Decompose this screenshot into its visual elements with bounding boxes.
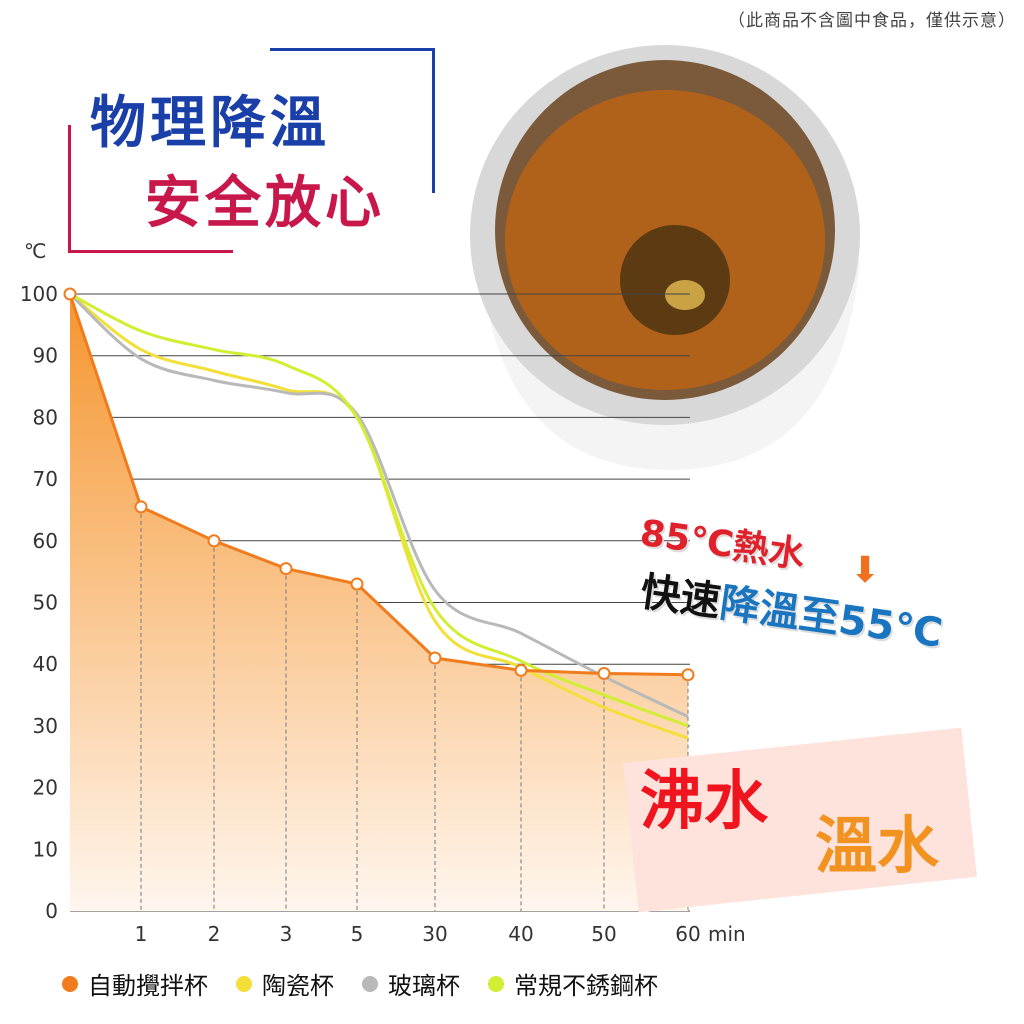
series-line-玻璃杯 xyxy=(68,292,689,718)
data-point-marker xyxy=(350,577,364,591)
legend-item: 陶瓷杯 xyxy=(236,966,334,1001)
y-tick-label: 80 xyxy=(33,405,58,429)
data-point-marker xyxy=(63,287,77,301)
legend: 自動攪拌杯 陶瓷杯 玻璃杯 常規不銹鋼杯 xyxy=(62,966,658,1001)
data-point-marker xyxy=(597,666,611,680)
legend-dot xyxy=(362,975,378,992)
y-tick-label: 90 xyxy=(33,344,58,368)
legend-dot xyxy=(236,975,252,992)
data-point-marker xyxy=(207,534,221,548)
legend-dot xyxy=(488,975,504,992)
legend-item: 玻璃杯 xyxy=(362,966,460,1001)
x-tick-label: 60 xyxy=(675,922,700,946)
vortex xyxy=(620,225,730,335)
y-unit-label: ℃ xyxy=(24,239,46,263)
legend-item: 自動攪拌杯 xyxy=(62,966,208,1001)
headline-line2: 安全放心 xyxy=(145,171,385,236)
legend-dot xyxy=(62,975,78,992)
frame-line xyxy=(270,48,435,51)
x-tick-label: 40 xyxy=(508,922,533,946)
y-tick-label: 10 xyxy=(33,837,58,861)
mug-photo xyxy=(470,45,860,470)
series-area-自動攪拌杯 xyxy=(70,294,688,911)
frame-line xyxy=(432,48,435,193)
x-tick-label: 1 xyxy=(135,922,148,946)
x-tick-label: 5 xyxy=(351,922,364,946)
warm-water-label: 溫水 xyxy=(815,809,940,882)
y-tick-label: 100 xyxy=(20,282,58,306)
legend-label: 自動攪拌杯 xyxy=(88,972,208,1000)
frame-line xyxy=(68,250,233,253)
annotation-fast: 快速 xyxy=(637,569,724,626)
x-tick-label: 30 xyxy=(422,922,447,946)
data-point-marker xyxy=(681,668,695,682)
headline-line1: 物理降溫 xyxy=(90,91,330,156)
legend-label: 陶瓷杯 xyxy=(262,972,334,1000)
data-point-marker xyxy=(279,562,293,576)
data-point-marker xyxy=(428,651,442,665)
legend-item: 常規不銹鋼杯 xyxy=(488,966,658,1001)
data-point-marker xyxy=(134,500,148,514)
x-tick-label: 50 xyxy=(591,922,616,946)
arrow-down-icon: ⬇ xyxy=(850,550,881,591)
x-tick-label: 2 xyxy=(208,922,221,946)
y-tick-label: 50 xyxy=(33,591,58,615)
temperature-chart: ℃ 0 10 20 30 40 50 60 70 80 90 100 1 2 3 5 30 40 50 60 min xyxy=(20,239,746,946)
x-unit-label: min xyxy=(708,922,746,946)
frame-line xyxy=(68,125,71,253)
legend-label: 玻璃杯 xyxy=(388,972,460,1000)
y-tick-label: 60 xyxy=(33,529,58,553)
boiling-water-label: 沸水 xyxy=(640,765,768,839)
data-point-marker xyxy=(514,663,528,677)
series-line-常規不銹鋼杯 xyxy=(69,292,689,728)
y-tick-label: 0 xyxy=(45,899,58,923)
x-tick-label: 3 xyxy=(280,922,293,946)
disclaimer-note: （此商品不含圖中食品，僅供示意） xyxy=(728,11,1016,31)
y-tick-label: 70 xyxy=(33,467,58,491)
y-tick-label: 30 xyxy=(33,714,58,738)
y-tick-label: 20 xyxy=(33,776,58,800)
y-tick-label: 40 xyxy=(33,652,58,676)
legend-label: 常規不銹鋼杯 xyxy=(514,972,658,1000)
